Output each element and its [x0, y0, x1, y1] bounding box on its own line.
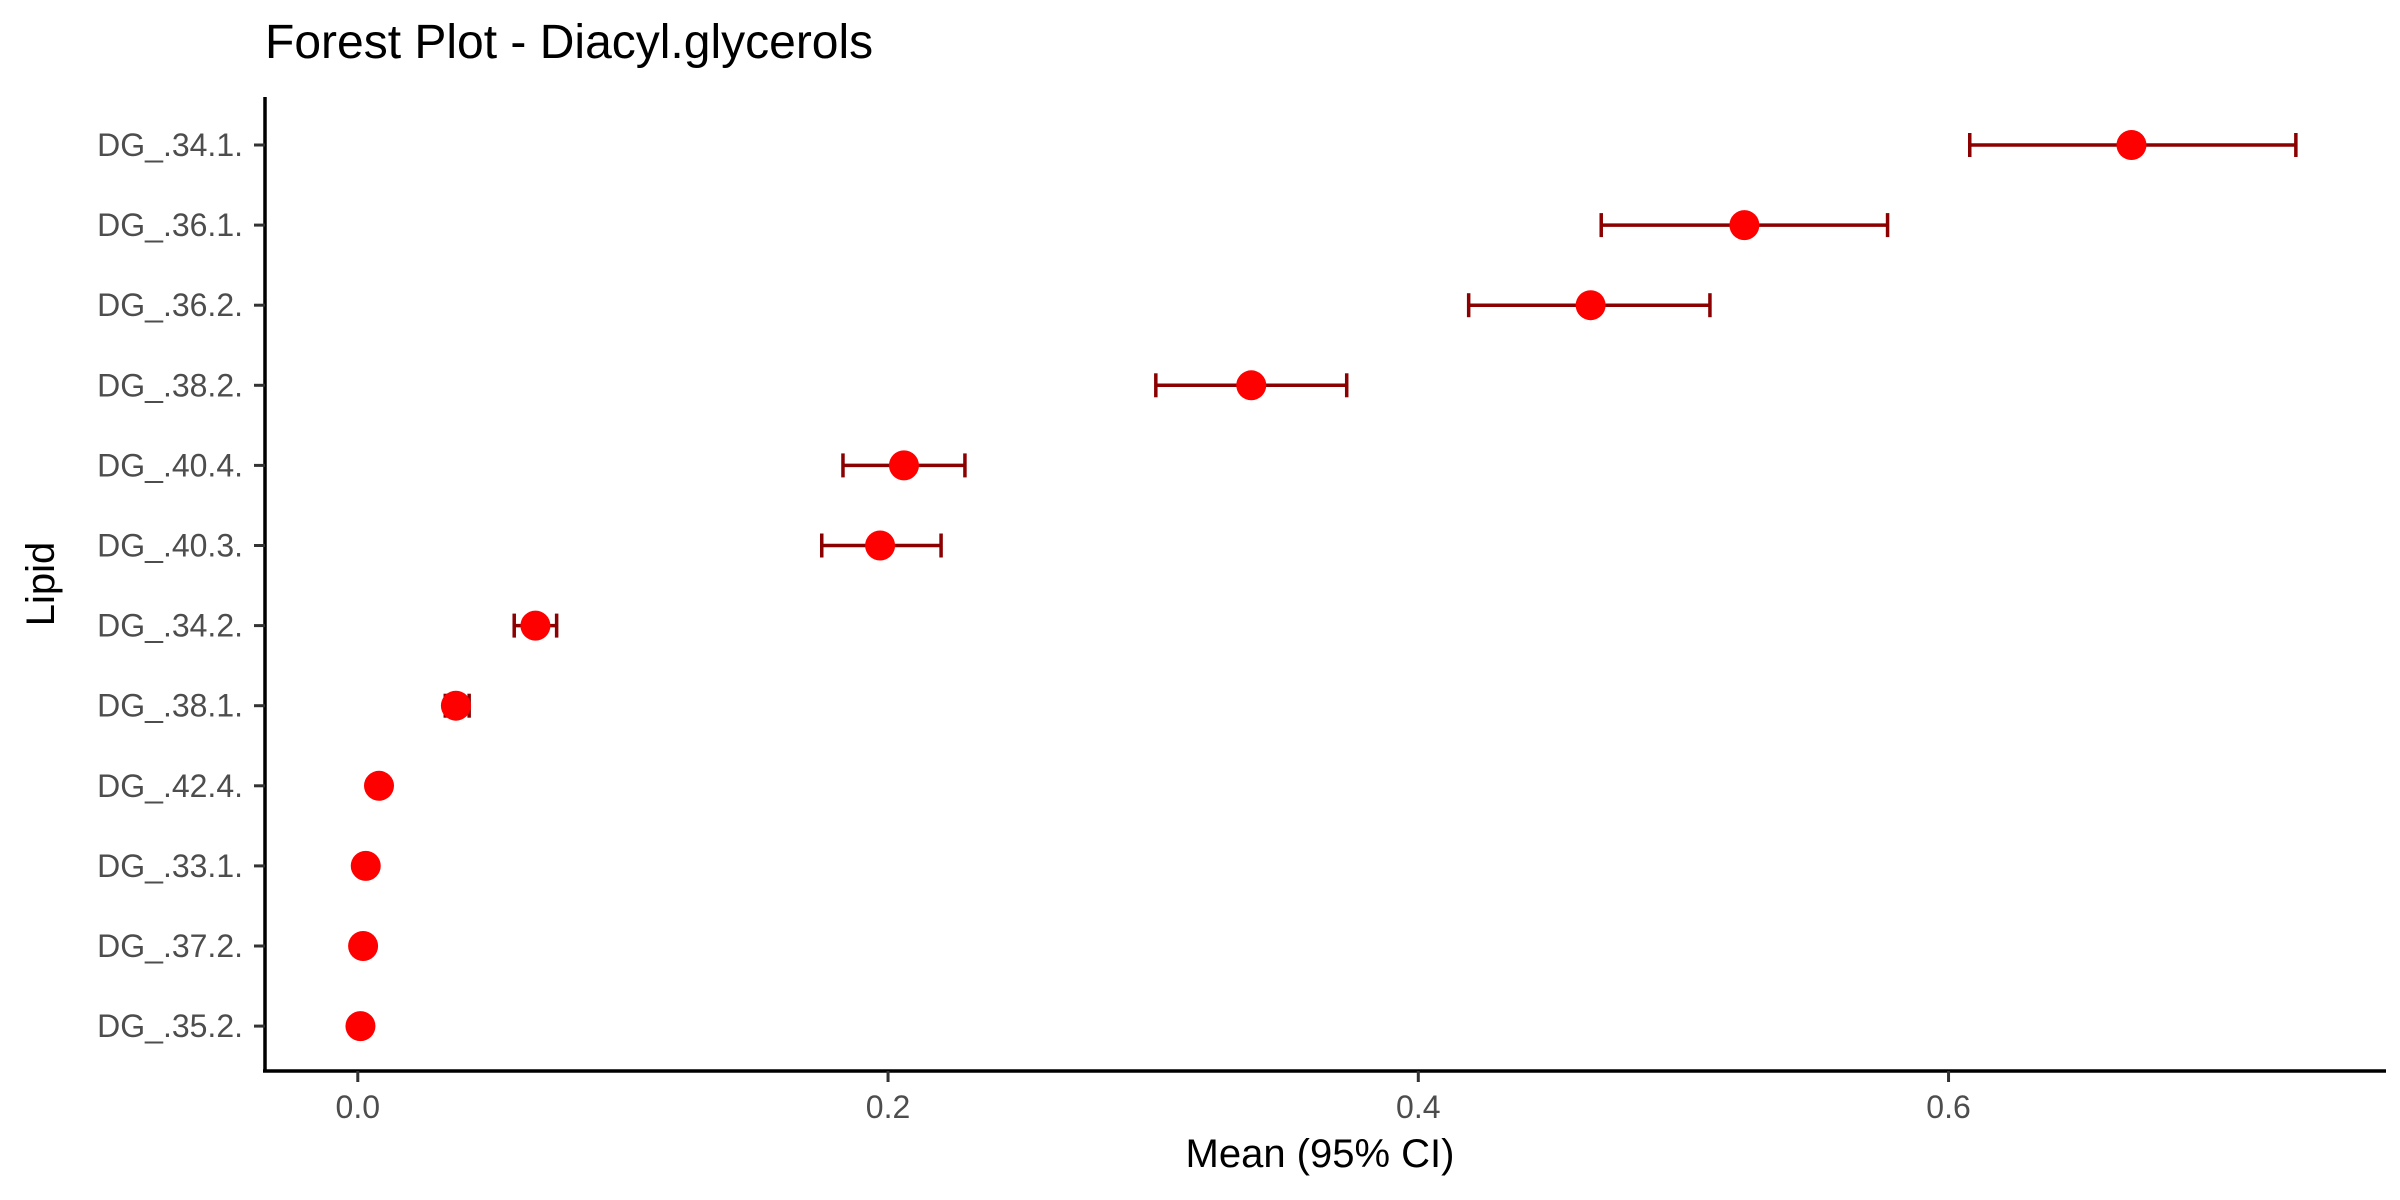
y-ticks: DG_.34.1. DG_.36.1. DG_.36.2. DG_.38.2. DG_.…: [97, 127, 265, 1044]
x-tick-label: 0.4: [1396, 1089, 1440, 1125]
x-ticks: 0.0 0.2 0.4 0.6: [336, 1071, 1971, 1125]
mean-point: [350, 850, 381, 881]
mean-point: [1236, 370, 1267, 401]
y-tick-label: DG_.40.3.: [97, 528, 243, 564]
y-tick-label: DG_.34.2.: [97, 608, 243, 644]
chart-title: Forest Plot - Diacyl.glycerols: [265, 16, 873, 69]
mean-points: [345, 130, 2147, 1042]
y-tick-label: DG_.42.4.: [97, 768, 243, 804]
plot-area: DG_.34.1. DG_.36.1. DG_.36.2. DG_.38.2. DG_.…: [97, 97, 2386, 1125]
mean-point: [345, 1011, 376, 1042]
confidence-intervals: [357, 133, 2298, 1039]
mean-point: [1575, 290, 1606, 321]
mean-point: [348, 931, 379, 961]
mean-point: [364, 770, 395, 801]
y-tick-label: DG_.38.2.: [97, 367, 243, 403]
x-axis-title: Mean (95% CI): [1186, 1132, 1455, 1176]
y-tick-label: DG_.37.2.: [97, 928, 243, 964]
y-tick-label: DG_.36.1.: [97, 207, 243, 243]
mean-point: [440, 690, 471, 721]
mean-point: [888, 450, 919, 481]
y-axis-title: Lipid: [19, 542, 63, 627]
y-tick-label: DG_.40.4.: [97, 447, 243, 483]
y-tick-label: DG_.33.1.: [97, 848, 243, 884]
y-tick-label: DG_.35.2.: [97, 1008, 243, 1044]
mean-point: [520, 610, 551, 641]
mean-point: [865, 530, 896, 561]
x-tick-label: 0.6: [1926, 1089, 1970, 1125]
x-tick-label: 0.0: [336, 1089, 380, 1125]
x-tick-label: 0.2: [866, 1089, 910, 1125]
mean-point: [1729, 210, 1760, 241]
y-tick-label: DG_.36.2.: [97, 287, 243, 323]
y-tick-label: DG_.38.1.: [97, 688, 243, 724]
y-tick-label: DG_.34.1.: [97, 127, 243, 163]
mean-point: [2116, 130, 2147, 160]
